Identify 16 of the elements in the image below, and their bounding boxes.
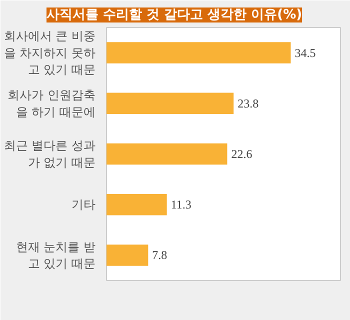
bar <box>106 194 167 216</box>
y-tick-label: 최근 별다른 성과 가 없기 때문 <box>4 138 96 170</box>
bar <box>106 143 228 165</box>
data-label: 7.8 <box>152 248 168 262</box>
data-label: 23.8 <box>238 96 259 110</box>
data-label: 22.6 <box>231 147 252 161</box>
chart-title: 사직서를 수리할 것 같다고 생각한 이유(%) <box>46 8 302 22</box>
bar <box>106 244 148 266</box>
bar <box>106 42 291 64</box>
bar <box>106 92 234 114</box>
y-tick-label: 기타 <box>72 198 96 212</box>
y-tick-label: 회사가 인원감축 을 하기 때문에 <box>8 88 96 119</box>
data-label: 34.5 <box>294 46 316 60</box>
y-tick-label: 회사에서 큰 비중 을 차지하지 못하 고 있기 때문 <box>4 29 96 77</box>
y-tick-label: 현재 눈치를 받 고 있기 때문 <box>16 240 96 271</box>
data-label: 11.3 <box>170 198 192 212</box>
